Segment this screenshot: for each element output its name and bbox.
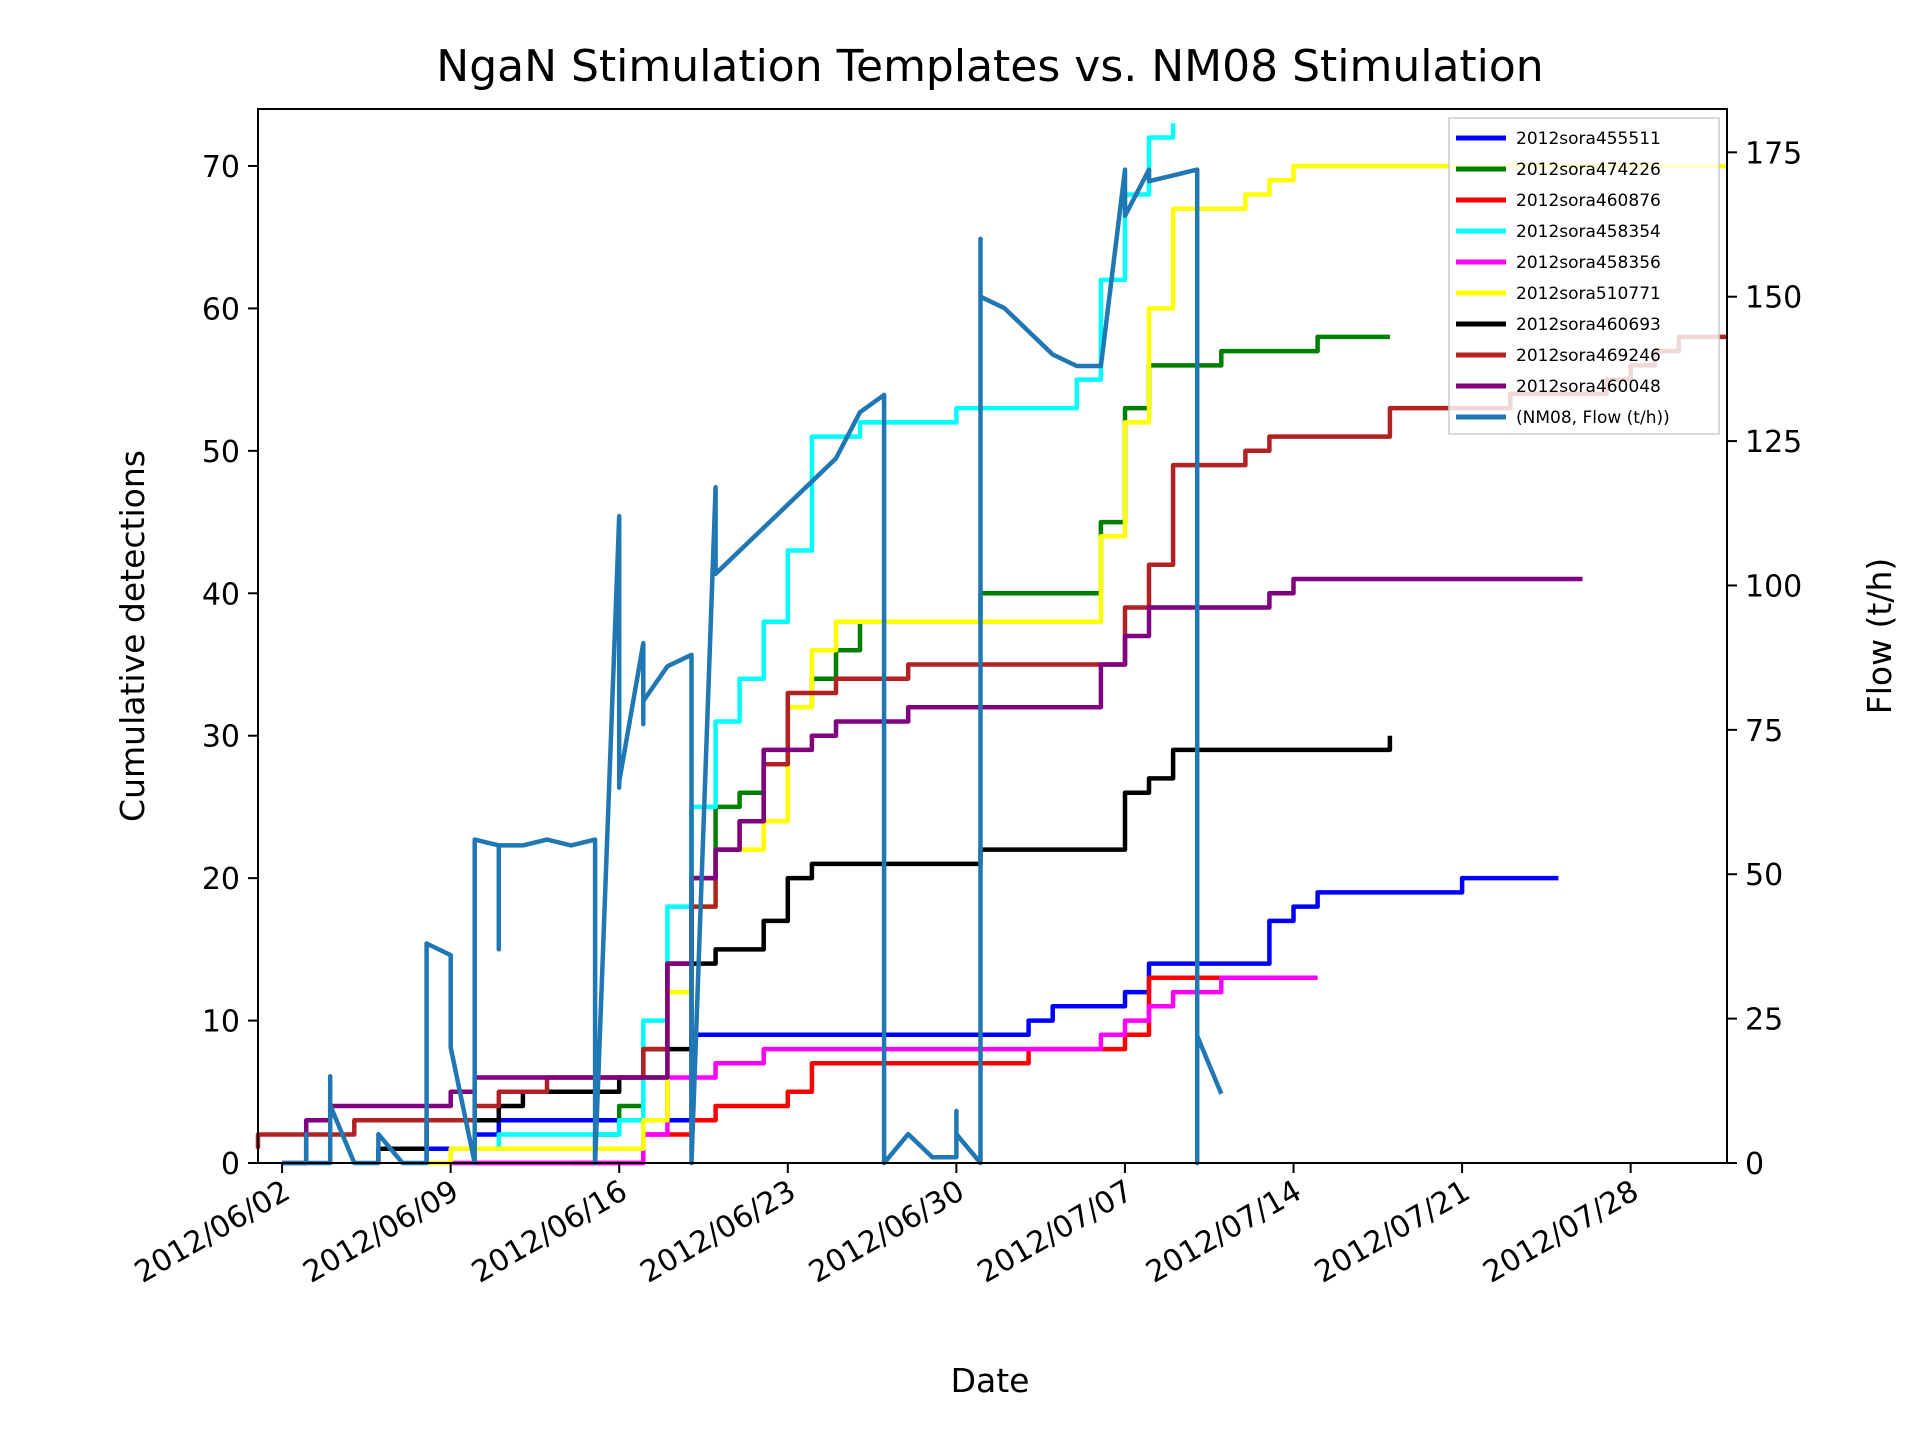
series-line-2012sora510771 [426,163,1727,1166]
legend-label-2012sora510771: 2012sora510771 [1516,284,1661,304]
legend-label-2012sora474226: 2012sora474226 [1516,160,1661,180]
y2-tick-label: 25 [1745,1003,1783,1038]
y2-axis-label: Flow (t/h) [1860,558,1899,715]
legend-label-2012sora469246: 2012sora469246 [1516,346,1661,366]
y2-tick-label: 125 [1745,425,1802,460]
y-axis-right: 0 25 50 75 100 125 150 175 [1727,136,1802,1182]
series-line-2012sora460693 [376,735,1393,1163]
legend-label-2012sora458354: 2012sora458354 [1516,222,1661,242]
y-tick-label: 20 [202,862,240,897]
legend-label-2012sora460693: 2012sora460693 [1516,315,1661,335]
legend-label-nm08-flow-t-h: (NM08, Flow (t/h)) [1516,408,1670,428]
plot-frame [257,108,1728,1164]
y2-tick-label: 75 [1745,714,1783,749]
series-layer [255,123,1727,1166]
legend-label-2012sora455511: 2012sora455511 [1516,129,1661,149]
y2-tick-label: 150 [1745,281,1802,316]
legend-label-2012sora460048: 2012sora460048 [1516,377,1661,397]
y-tick-label: 10 [202,1005,240,1040]
y2-tick-label: 0 [1745,1147,1764,1182]
y-axis-left: 0 10 20 30 40 50 60 70 [202,150,258,1182]
y-tick-label: 30 [202,720,240,755]
legend: 2012sora455511 2012sora474226 2012sora4608… [1448,117,1720,435]
series-line-nm08-flow-t-h [282,167,1224,1166]
y-tick-label: 60 [202,292,240,327]
legend-label-2012sora460876: 2012sora460876 [1516,191,1661,211]
y-tick-label: 70 [202,150,240,185]
series-line-2012sora458354 [450,123,1176,1166]
chart-title: NgaN Stimulation Templates vs. NM08 Stim… [436,41,1543,92]
y2-tick-label: 50 [1745,858,1783,893]
legend-label-2012sora458356: 2012sora458356 [1516,253,1661,273]
series-line-2012sora455511 [424,875,1559,1163]
y-tick-label: 0 [221,1147,240,1182]
y-tick-label: 40 [202,577,240,612]
y2-tick-label: 100 [1745,569,1802,604]
y-axis-label: Cumulative detections [113,450,152,822]
y2-tick-label: 175 [1745,136,1802,171]
x-axis-label: Date [951,1361,1030,1400]
y-tick-label: 50 [202,435,240,470]
